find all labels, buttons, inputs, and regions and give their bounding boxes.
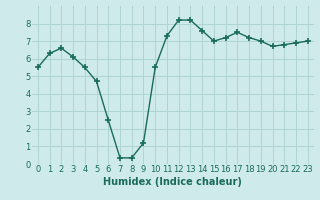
- X-axis label: Humidex (Indice chaleur): Humidex (Indice chaleur): [103, 177, 242, 187]
